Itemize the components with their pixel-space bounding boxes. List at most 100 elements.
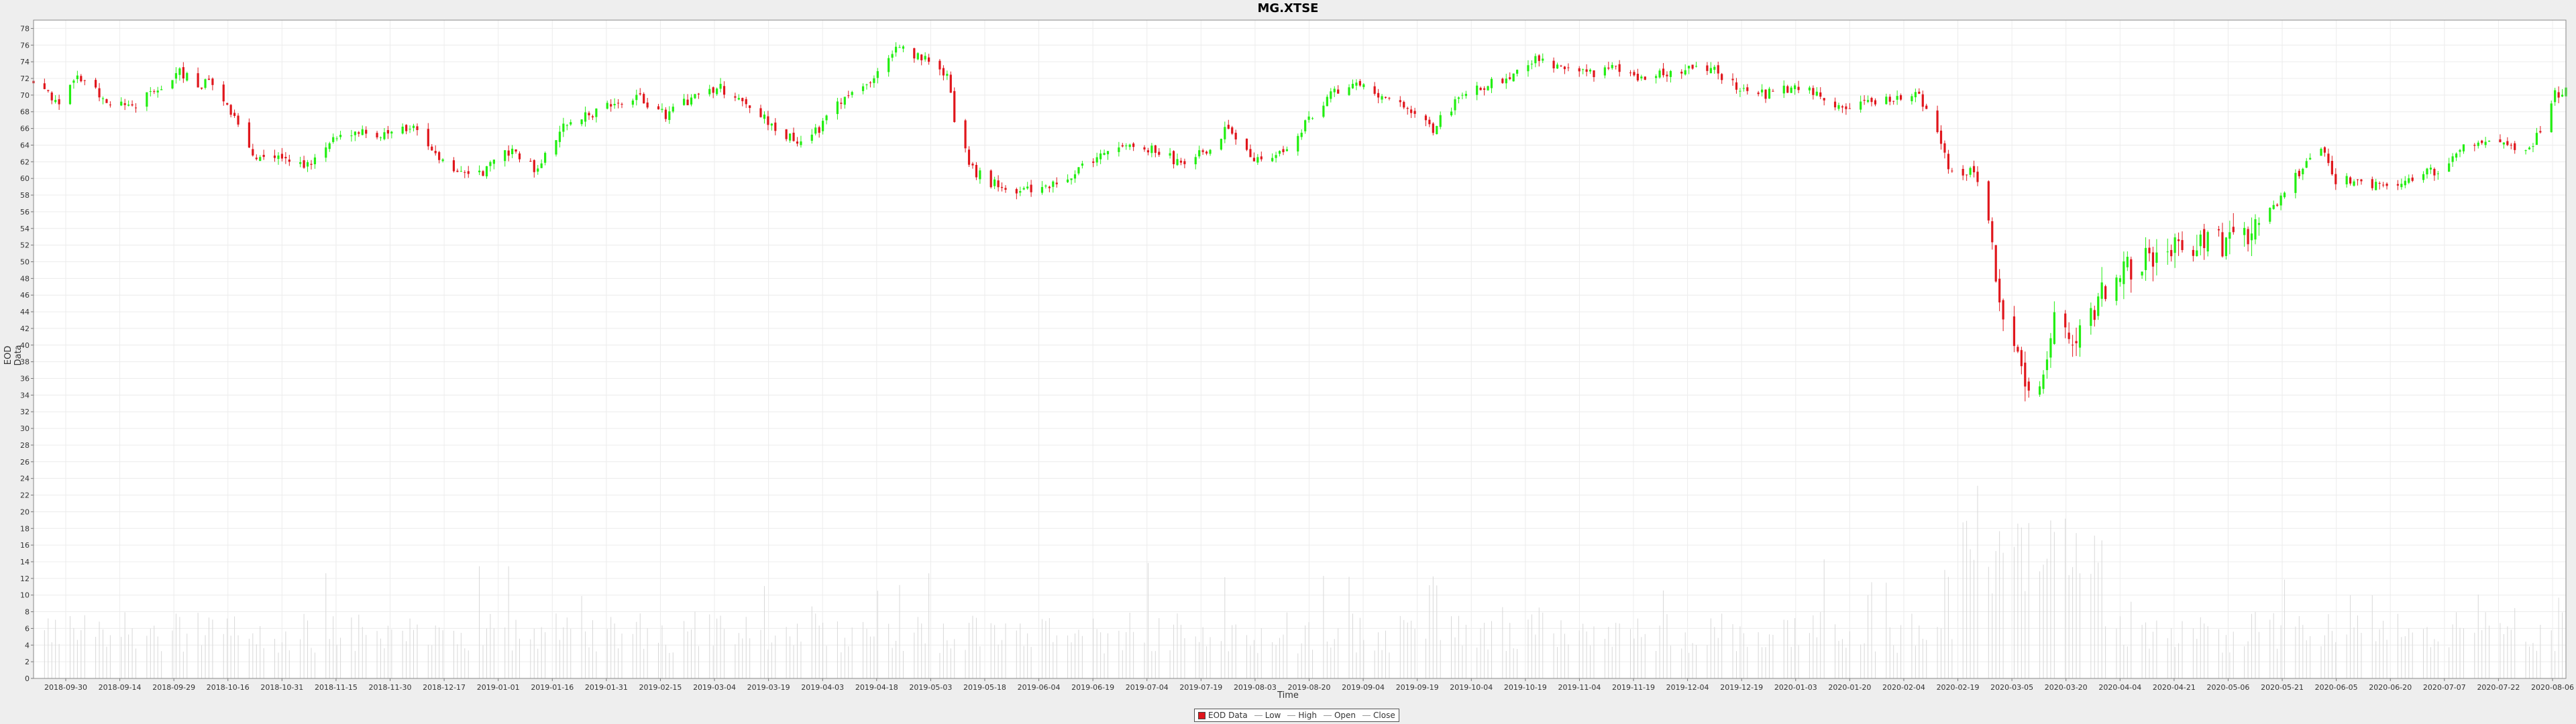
x-tick-label: 2018-10-16 <box>207 683 250 692</box>
candle-body <box>1169 153 1171 156</box>
volume-bars <box>33 485 2567 678</box>
candle-up <box>635 89 638 106</box>
candle-down <box>482 170 484 177</box>
candle-up <box>800 135 802 148</box>
candle-body <box>386 130 389 134</box>
candle-body <box>916 53 919 60</box>
candle-up <box>259 155 262 162</box>
candle-body <box>2323 147 2326 153</box>
candle-body <box>2217 229 2220 231</box>
candle-up <box>1914 88 1917 103</box>
candle-up <box>204 78 207 90</box>
y-tick-label: 58 <box>20 191 30 200</box>
candle-body <box>902 46 905 49</box>
candle-body <box>1282 149 1285 152</box>
candle-up <box>1684 64 1686 76</box>
candle-body <box>1717 65 1719 74</box>
candle-body <box>303 160 305 168</box>
candle-body <box>942 68 945 76</box>
candle-up <box>2488 140 2491 142</box>
candle-down <box>920 54 923 66</box>
candle-down <box>233 109 236 118</box>
y-tick-label: 20 <box>20 507 30 516</box>
candle-body <box>814 127 817 134</box>
candle-up <box>825 114 828 125</box>
candle-up <box>325 142 327 162</box>
candle-up <box>888 55 890 77</box>
candle-down <box>226 103 229 106</box>
candle-up <box>672 103 674 113</box>
candle-down <box>1607 62 1610 70</box>
y-tick-label: 42 <box>20 324 30 333</box>
candle-up <box>2532 143 2534 152</box>
y-tick-label: 16 <box>20 541 30 550</box>
candle-up <box>873 75 875 88</box>
candle-down <box>1721 72 1723 84</box>
candle-down <box>2298 168 2300 179</box>
candle-up <box>1381 94 1383 103</box>
candle-body <box>427 129 429 147</box>
candle-body <box>325 147 327 158</box>
candle-up <box>504 149 506 167</box>
candle-down <box>2514 141 2516 154</box>
candle-up <box>1275 152 1277 163</box>
candle-body <box>1381 96 1383 100</box>
candle-down <box>1560 64 1562 68</box>
candle-body <box>1081 163 1083 166</box>
candle-down <box>1662 63 1665 78</box>
candle-down <box>2012 306 2016 353</box>
candle-up <box>1436 125 1438 135</box>
candle-up <box>156 86 159 98</box>
candle-up <box>2554 87 2557 106</box>
candle-down <box>2499 134 2502 143</box>
candle-down <box>1615 66 1617 70</box>
candle-down <box>2356 179 2359 186</box>
candle-body <box>646 102 649 108</box>
candle-up <box>277 152 280 165</box>
candle-body <box>262 155 265 158</box>
candle-up <box>1688 65 1690 74</box>
candle-down <box>431 143 433 151</box>
candle-up <box>2269 207 2271 225</box>
candle-body <box>997 180 1000 188</box>
candle-body <box>1461 95 1464 96</box>
candle-down <box>1567 63 1570 72</box>
candle-body <box>1052 181 1055 187</box>
candle-down <box>416 123 419 136</box>
candle-up <box>1490 76 1493 93</box>
candle-body <box>361 129 364 135</box>
candle-down <box>1786 84 1789 93</box>
candle-up <box>2166 238 2169 265</box>
candle-body <box>588 113 590 116</box>
x-tick-label: 2020-03-05 <box>1990 683 2033 692</box>
y-tick-label: 56 <box>20 208 30 217</box>
candle-body <box>1911 96 1913 101</box>
candle-body <box>1542 58 1544 61</box>
candle-body <box>1866 100 1870 102</box>
candle-body <box>1026 186 1029 189</box>
candle-up <box>898 44 901 48</box>
candle-down <box>1413 107 1416 118</box>
candle-body <box>50 93 53 101</box>
candle-up <box>1351 79 1354 89</box>
candle-down <box>2064 310 2067 339</box>
candle-body <box>1976 172 1979 182</box>
candle-body <box>1921 94 1924 107</box>
x-tick-label: 2018-12-17 <box>423 683 466 692</box>
candle-down <box>2481 139 2483 145</box>
candle-up <box>1040 181 1044 195</box>
candle-down <box>1731 73 1734 86</box>
candle-body <box>2206 232 2209 252</box>
candle-body <box>967 149 971 165</box>
candle-down <box>105 98 108 103</box>
legend-item-eod: EOD Data <box>1198 711 1248 720</box>
candle-down <box>588 111 590 120</box>
candle-up <box>1125 143 1128 150</box>
candle-up <box>2257 217 2261 236</box>
candle-up <box>306 160 309 172</box>
candle-body <box>178 68 181 75</box>
candle-down <box>280 147 284 162</box>
candle-down <box>197 67 199 88</box>
candle-body <box>277 155 280 160</box>
candle-body <box>1794 85 1796 89</box>
